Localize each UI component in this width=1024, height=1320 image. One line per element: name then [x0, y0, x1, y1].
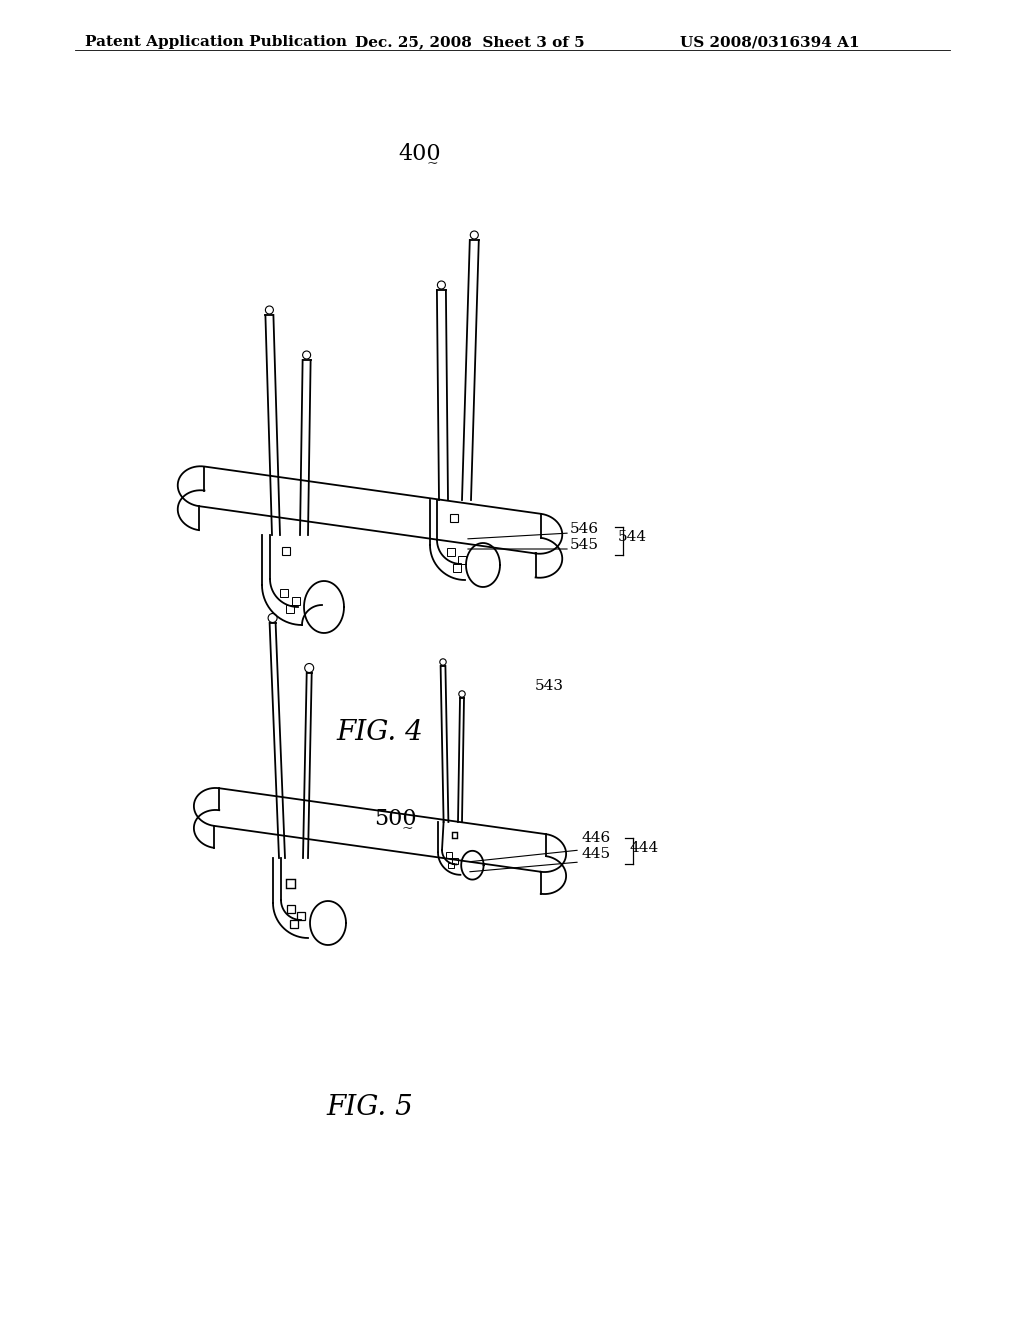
Text: 543: 543 [535, 678, 564, 693]
Polygon shape [178, 466, 562, 553]
Text: FIG. 4: FIG. 4 [337, 719, 423, 746]
Text: 400: 400 [398, 143, 441, 165]
Text: Dec. 25, 2008  Sheet 3 of 5: Dec. 25, 2008 Sheet 3 of 5 [355, 36, 585, 49]
Text: 500: 500 [374, 808, 417, 830]
Text: ~: ~ [401, 822, 413, 836]
Text: ~: ~ [426, 157, 438, 172]
Text: 546: 546 [570, 521, 599, 536]
Text: 446: 446 [582, 832, 611, 845]
Text: 445: 445 [582, 847, 611, 861]
Polygon shape [194, 788, 566, 873]
Text: Patent Application Publication: Patent Application Publication [85, 36, 347, 49]
Text: 444: 444 [630, 841, 659, 855]
Text: 544: 544 [618, 531, 647, 544]
Text: US 2008/0316394 A1: US 2008/0316394 A1 [680, 36, 859, 49]
Text: 545: 545 [570, 539, 599, 552]
Text: FIG. 5: FIG. 5 [327, 1094, 414, 1121]
